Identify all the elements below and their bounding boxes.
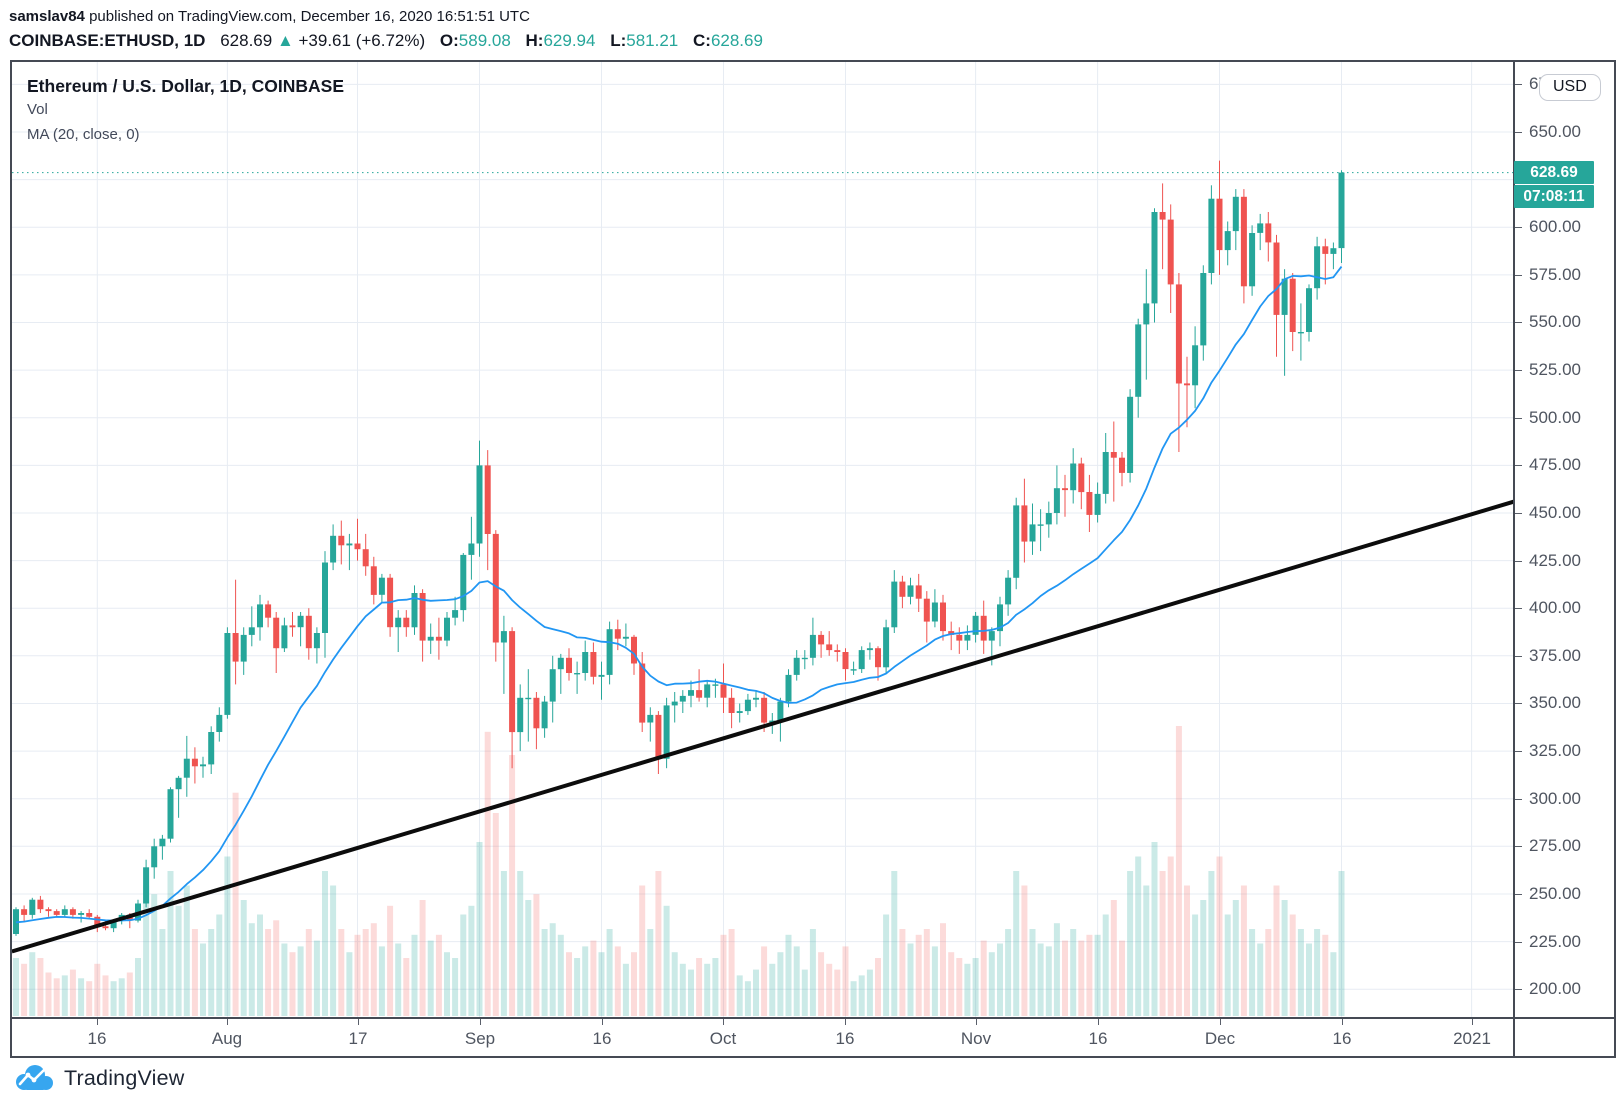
price-tick-label: 525.00 xyxy=(1529,360,1581,379)
time-tick xyxy=(358,1019,359,1025)
chart-legend: Ethereum / U.S. Dollar, 1D, COINBASE Vol… xyxy=(27,75,344,147)
close-value: 628.69 xyxy=(710,31,763,50)
chart-title: Ethereum / U.S. Dollar, 1D, COINBASE xyxy=(27,76,345,96)
price-tick-label: 575.00 xyxy=(1529,265,1581,284)
time-tick-label: Oct xyxy=(709,1029,737,1048)
low-value: 581.21 xyxy=(626,31,679,50)
currency-toggle-button[interactable]: USD xyxy=(1539,74,1601,101)
time-tick-label: 17 xyxy=(348,1029,368,1048)
high-value: 629.94 xyxy=(543,31,596,50)
trendline xyxy=(12,499,1513,954)
price-tick-label: 550.00 xyxy=(1529,312,1581,331)
username: samslav84 xyxy=(9,8,85,25)
price-tick-label: 200.00 xyxy=(1529,979,1581,998)
price-tick xyxy=(1515,894,1522,895)
time-tick-label: Dec xyxy=(1204,1029,1236,1048)
ma20-line xyxy=(15,266,1343,924)
time-axis-separator xyxy=(12,1017,1614,1019)
price-axis[interactable]: USD 628.69 07:08:11 675.00650.00600.0057… xyxy=(1514,62,1614,1017)
time-tick xyxy=(1472,1019,1473,1025)
volume-series xyxy=(13,726,1345,1016)
up-arrow-icon: ▲ xyxy=(276,31,294,50)
time-tick xyxy=(227,1019,228,1025)
time-tick-label: Aug xyxy=(211,1029,243,1048)
price-tick xyxy=(1515,846,1522,847)
time-tick xyxy=(602,1019,603,1025)
price-tick xyxy=(1515,561,1522,562)
price-change: +39.61 (+6.72%) xyxy=(298,31,426,50)
time-tick xyxy=(976,1019,977,1025)
time-tick-label: 2021 xyxy=(1453,1029,1491,1048)
open-value: 589.08 xyxy=(458,31,511,50)
price-tick xyxy=(1515,84,1522,85)
price-tick-label: 425.00 xyxy=(1529,551,1581,570)
time-tick xyxy=(845,1019,846,1025)
symbol-name: COINBASE:ETHUSD, 1D xyxy=(9,31,206,50)
last-price-axis-label: 628.69 xyxy=(1514,161,1594,184)
time-tick-label: Nov xyxy=(960,1029,992,1048)
time-tick-label: 16 xyxy=(592,1029,612,1048)
publish-info: samslav84 published on TradingView.com, … xyxy=(9,7,530,26)
price-tick xyxy=(1515,799,1522,800)
brand-wordmark: TradingView xyxy=(64,1065,185,1090)
price-tick xyxy=(1515,513,1522,514)
price-tick xyxy=(1515,275,1522,276)
price-tick xyxy=(1515,227,1522,228)
price-tick-label: 250.00 xyxy=(1529,884,1581,903)
low-label: L: xyxy=(610,31,627,50)
time-tick xyxy=(1342,1019,1343,1025)
price-tick-label: 225.00 xyxy=(1529,932,1581,951)
time-tick xyxy=(97,1019,98,1025)
price-chart-canvas[interactable] xyxy=(12,62,1513,1017)
time-tick xyxy=(723,1019,724,1025)
time-tick-label: 16 xyxy=(87,1029,107,1048)
candle-series xyxy=(13,160,1345,936)
price-tick-label: 475.00 xyxy=(1529,455,1581,474)
price-tick xyxy=(1515,418,1522,419)
last-price: 628.69 xyxy=(220,31,273,50)
price-tick xyxy=(1515,608,1522,609)
time-tick-label: 16 xyxy=(835,1029,855,1048)
symbol-status-line: COINBASE:ETHUSD, 1D 628.69 ▲ +39.61 (+6.… xyxy=(9,30,763,52)
price-tick xyxy=(1515,322,1522,323)
price-tick xyxy=(1515,132,1522,133)
price-tick-label: 500.00 xyxy=(1529,408,1581,427)
publish-text: published on TradingView.com, December 1… xyxy=(89,8,530,25)
price-tick xyxy=(1515,465,1522,466)
price-tick-label: 600.00 xyxy=(1529,217,1581,236)
price-tick-label: 325.00 xyxy=(1529,741,1581,760)
legend-ma-study[interactable]: MA (20, close, 0) xyxy=(27,126,140,143)
time-tick xyxy=(1098,1019,1099,1025)
price-tick-label: 375.00 xyxy=(1529,646,1581,665)
close-label: C: xyxy=(692,31,711,50)
time-axis[interactable]: 16 Aug 17 Sep 16 Oct 16 Nov 16 Dec 16 2021 xyxy=(12,1019,1513,1056)
price-tick xyxy=(1515,370,1522,371)
price-tick-label: 300.00 xyxy=(1529,789,1581,808)
price-tick xyxy=(1515,656,1522,657)
time-tick xyxy=(480,1019,481,1025)
bar-countdown-label: 07:08:11 xyxy=(1514,185,1594,208)
price-tick xyxy=(1515,942,1522,943)
price-axis-separator xyxy=(1513,62,1515,1056)
tradingview-cloud-icon xyxy=(16,1065,53,1090)
price-tick xyxy=(1515,751,1522,752)
price-tick xyxy=(1515,989,1522,990)
chart-container: Ethereum / U.S. Dollar, 1D, COINBASE Vol… xyxy=(10,60,1616,1058)
price-tick-label: 275.00 xyxy=(1529,836,1581,855)
price-tick-label: 400.00 xyxy=(1529,598,1581,617)
open-label: O: xyxy=(439,31,459,50)
price-tick-label: 450.00 xyxy=(1529,503,1581,522)
price-tick-label: 350.00 xyxy=(1529,693,1581,712)
tradingview-logo[interactable]: TradingView xyxy=(13,1063,185,1093)
time-tick xyxy=(1220,1019,1221,1025)
price-tick xyxy=(1515,703,1522,704)
time-tick-label: 16 xyxy=(1332,1029,1352,1048)
time-tick-label: Sep xyxy=(464,1029,496,1048)
time-tick-label: 16 xyxy=(1088,1029,1108,1048)
price-tick-label: 650.00 xyxy=(1529,122,1581,141)
high-label: H: xyxy=(525,31,544,50)
legend-volume-study[interactable]: Vol xyxy=(27,101,48,118)
